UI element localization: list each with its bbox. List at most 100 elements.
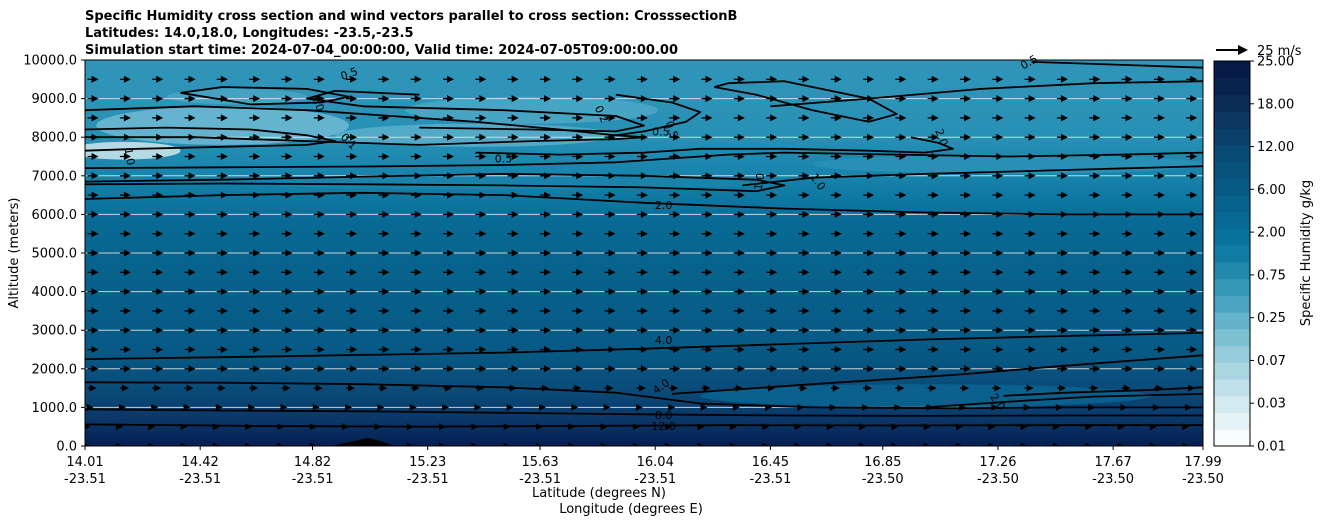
wind-vector-head xyxy=(317,249,325,257)
wind-vector-head xyxy=(1028,326,1036,334)
wind-vector-head xyxy=(1125,191,1133,199)
wind-vector-head xyxy=(382,153,390,160)
wind-vector xyxy=(313,365,325,373)
colorbar-frame xyxy=(1213,60,1251,447)
wind-vector xyxy=(475,288,487,296)
wind-vector-head xyxy=(770,133,778,141)
wind-vector-head xyxy=(640,346,648,353)
wind-vector xyxy=(960,326,972,334)
wind-vector-head xyxy=(899,133,907,141)
wind-vector-head xyxy=(212,423,220,431)
wind-vector xyxy=(665,442,673,446)
wind-vector-head xyxy=(414,133,422,141)
wind-vector-head xyxy=(479,153,487,160)
wind-vector-head xyxy=(220,249,228,257)
wind-vector-head xyxy=(640,326,648,334)
wind-vector xyxy=(410,172,422,180)
wind-vector xyxy=(798,346,810,353)
wind-vector xyxy=(1024,346,1036,353)
wind-vector-head xyxy=(382,210,390,218)
wind-vector xyxy=(960,75,972,83)
wind-vector-head xyxy=(1125,307,1133,315)
wind-vector-head xyxy=(931,210,939,218)
wind-vector xyxy=(927,268,939,276)
chart-title-line-1: Specific Humidity cross section and wind… xyxy=(85,9,738,24)
x-tick-label-lon: -23.50 xyxy=(1092,472,1134,487)
wind-vector xyxy=(992,384,1002,392)
wind-vector-head xyxy=(697,442,705,446)
wind-vector xyxy=(766,384,776,392)
wind-vector xyxy=(572,133,584,141)
wind-vector xyxy=(119,346,131,353)
wind-vector xyxy=(535,423,543,431)
x-tick-label-lat: 14.82 xyxy=(294,455,331,470)
wind-vector-head xyxy=(188,307,196,315)
wind-vector xyxy=(1121,268,1133,276)
wind-vector-head xyxy=(479,288,487,296)
wind-vector-head xyxy=(1188,384,1196,392)
wind-vector xyxy=(895,249,907,257)
wind-vector-head xyxy=(317,307,325,315)
wind-vector xyxy=(701,75,713,83)
wind-vector-head xyxy=(737,307,745,315)
wind-vector-head xyxy=(406,442,414,446)
wind-vector-head xyxy=(1093,172,1101,180)
wind-vector-head xyxy=(220,210,228,218)
wind-vector xyxy=(572,95,584,103)
wind-vector-head xyxy=(253,153,261,160)
wind-vector xyxy=(1024,268,1036,276)
wind-vector xyxy=(249,114,261,122)
wind-vector xyxy=(119,153,131,160)
wind-vector-head xyxy=(511,230,519,238)
wind-vector xyxy=(766,114,778,122)
wind-vector-head xyxy=(91,210,99,218)
wind-vector-head xyxy=(802,230,810,238)
wind-vector xyxy=(378,172,390,180)
x-tick-label-lat: 15.63 xyxy=(521,455,558,470)
wind-vector xyxy=(927,326,939,334)
wind-vector-head xyxy=(350,153,358,160)
wind-vector-head xyxy=(382,326,390,334)
wind-vector-head xyxy=(608,133,616,141)
wind-vector xyxy=(475,365,487,373)
wind-vector-head xyxy=(1190,288,1198,296)
wind-vector xyxy=(923,442,931,446)
wind-vector-head xyxy=(447,153,455,160)
wind-vector xyxy=(863,133,875,141)
wind-vector xyxy=(1056,114,1068,122)
wind-vector-head xyxy=(1028,114,1036,122)
wind-vector-head xyxy=(834,133,842,141)
wind-vector xyxy=(539,268,551,276)
wind-vector xyxy=(1056,230,1068,238)
wind-vector-head xyxy=(834,172,842,180)
contour-label: 2.0 xyxy=(655,199,673,212)
wind-vector xyxy=(281,191,293,199)
wind-vector xyxy=(733,249,745,257)
wind-vector xyxy=(830,268,842,276)
wind-vector xyxy=(992,133,1004,141)
wind-vector-head xyxy=(770,346,778,353)
colorbar-tick-label: 2.00 xyxy=(1257,226,1286,241)
wind-vector xyxy=(249,172,261,180)
wind-vector-head xyxy=(576,365,584,373)
wind-vector xyxy=(410,210,422,218)
wind-vector xyxy=(281,230,293,238)
wind-vector-head xyxy=(802,288,810,296)
wind-vector-head xyxy=(253,326,261,334)
wind-vector-head xyxy=(705,172,713,180)
wind-vector-head xyxy=(471,442,479,446)
wind-vector-head xyxy=(737,75,745,83)
wind-vector xyxy=(538,403,546,411)
wind-vector-head xyxy=(673,326,681,334)
wind-vector xyxy=(378,114,390,122)
x-tick-label-lon: -23.51 xyxy=(634,472,676,487)
wind-vector-head xyxy=(576,288,584,296)
wind-vector-head xyxy=(576,307,584,315)
wind-vector xyxy=(604,384,614,392)
contour-label-text: 2.0 xyxy=(655,199,673,212)
humidity-patch xyxy=(166,88,307,105)
wind-vector xyxy=(216,75,228,83)
wind-vector xyxy=(1186,288,1198,296)
wind-vector xyxy=(1089,114,1101,122)
wind-vector xyxy=(507,95,519,103)
